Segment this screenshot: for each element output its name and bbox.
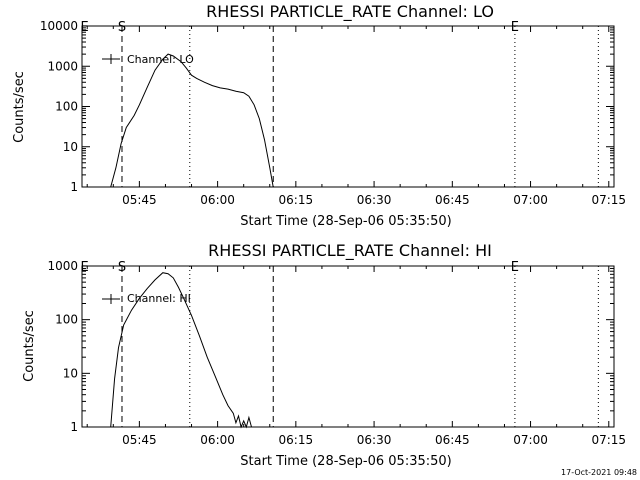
legend-label: Channel: LO <box>127 53 194 66</box>
hi-channel-panel: RHESSI PARTICLE_RATE Channel: HI Counts/… <box>22 241 626 469</box>
legend-label: Channel: HI <box>127 292 191 305</box>
x-tick-label: 07:15 <box>591 193 626 207</box>
event-marker-label: E <box>80 20 88 35</box>
chart-title: RHESSI PARTICLE_RATE Channel: LO <box>206 2 494 22</box>
y-tick-label: 1000 <box>47 59 78 73</box>
x-tick-label: 05:45 <box>122 193 157 207</box>
x-tick-label: 07:00 <box>513 433 548 447</box>
event-marker-label: S <box>118 260 126 275</box>
y-tick-label: 1 <box>70 180 78 194</box>
y-tick-label: 10000 <box>40 19 78 33</box>
lo-channel-panel: RHESSI PARTICLE_RATE Channel: LO Counts/… <box>12 2 626 229</box>
x-tick-label: 06:30 <box>357 193 392 207</box>
y-tick-label: 10 <box>63 366 78 380</box>
event-marker-label: E <box>511 20 519 35</box>
series-line <box>110 272 252 429</box>
x-tick-label: 06:45 <box>435 193 470 207</box>
series-line <box>110 53 274 188</box>
x-axis-label: Start Time (28-Sep-06 05:35:50) <box>240 214 451 229</box>
event-marker-label: S <box>118 20 126 35</box>
y-tick-label: 1000 <box>47 259 78 273</box>
x-tick-label: 07:15 <box>591 433 626 447</box>
y-tick-label: 100 <box>55 313 78 327</box>
event-marker-label: E <box>80 260 88 275</box>
plot-frame <box>81 25 615 188</box>
x-tick-label: 06:15 <box>279 193 314 207</box>
plot-frame <box>81 265 615 428</box>
y-tick-label: 1 <box>70 420 78 434</box>
x-tick-label: 07:00 <box>513 193 548 207</box>
event-marker-label: E <box>511 260 519 275</box>
x-tick-label: 06:15 <box>279 433 314 447</box>
y-axis-label: Counts/sec <box>12 71 27 143</box>
x-axis-label: Start Time (28-Sep-06 05:35:50) <box>240 454 451 469</box>
x-tick-label: 06:00 <box>200 193 235 207</box>
x-tick-label: 06:45 <box>435 433 470 447</box>
x-tick-label: 05:45 <box>122 433 157 447</box>
x-tick-label: 06:00 <box>200 433 235 447</box>
y-axis-label: Counts/sec <box>22 310 37 382</box>
chart-title: RHESSI PARTICLE_RATE Channel: HI <box>208 241 492 261</box>
x-tick-label: 06:30 <box>357 433 392 447</box>
generation-timestamp: 17-Oct-2021 09:48 <box>561 468 637 477</box>
y-tick-label: 100 <box>55 100 78 114</box>
y-tick-label: 10 <box>63 140 78 154</box>
